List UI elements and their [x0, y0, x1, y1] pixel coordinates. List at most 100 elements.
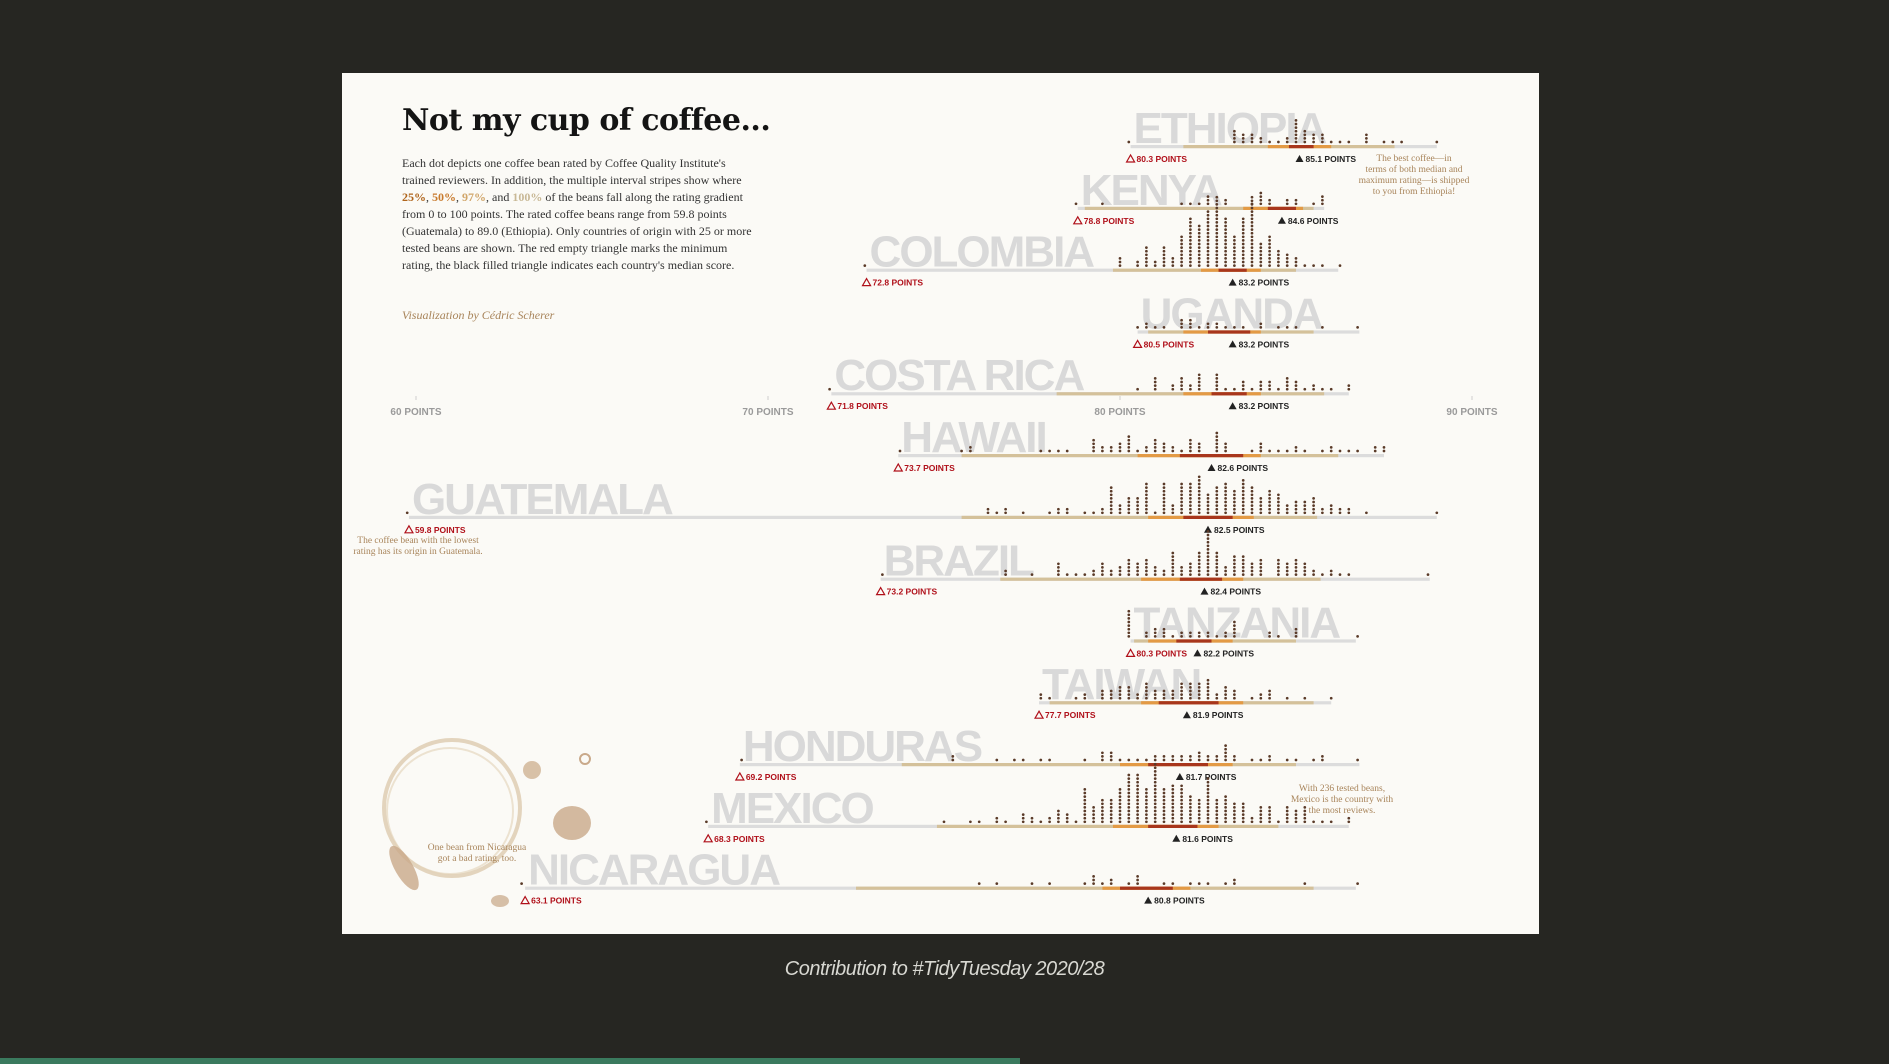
- bean-dot: [1136, 875, 1139, 878]
- bean-dot: [1215, 813, 1219, 816]
- median-marker: [1182, 711, 1191, 719]
- annotation-ethiopia: The best coffee—in terms of both median a…: [1359, 153, 1470, 197]
- bean-dot: [1224, 744, 1227, 747]
- bean-dot: [1145, 689, 1148, 693]
- bean-dot: [1365, 140, 1368, 144]
- bean-dot: [1136, 562, 1139, 566]
- bean-dot: [1303, 507, 1307, 511]
- bean-dot: [1162, 511, 1166, 515]
- bean-dot: [1127, 696, 1131, 700]
- bean-dot: [1197, 380, 1201, 384]
- chart-description: Each dot depicts one coffee bean rated b…: [402, 155, 752, 274]
- bean-dot: [1127, 773, 1131, 777]
- bean-dot: [1109, 758, 1113, 762]
- bean-dot: [1206, 231, 1210, 235]
- bean-dot: [1250, 573, 1254, 576]
- bean-dot: [1206, 693, 1210, 696]
- bean-dot: [1197, 235, 1201, 239]
- stripe-25: [1148, 824, 1198, 828]
- bean-dot: [1092, 816, 1095, 820]
- bean-dot: [1285, 260, 1289, 264]
- bean-dot: [1189, 813, 1192, 816]
- chart-panel: Not my cup of coffee... Each dot depicts…: [342, 73, 1539, 934]
- bean-dot: [1224, 239, 1227, 242]
- bean-dot: [1189, 573, 1192, 576]
- bean-dot: [1329, 446, 1333, 449]
- bean-dot: [1092, 809, 1095, 813]
- bean-dot: [1162, 486, 1166, 489]
- bean-dot: [1197, 635, 1201, 638]
- bean-dot: [1083, 806, 1087, 809]
- bean-dot: [1303, 140, 1307, 144]
- bean-dot: [1153, 820, 1157, 824]
- bean-dot: [1215, 249, 1219, 253]
- bean-dot: [1285, 511, 1289, 515]
- bean-dot: [1347, 507, 1351, 511]
- bean-dot: [1109, 689, 1113, 693]
- bean-dot: [1215, 217, 1219, 221]
- bean-dot: [1145, 631, 1148, 635]
- bean-dot: [1189, 504, 1192, 507]
- bean-dot: [520, 882, 523, 885]
- bean-dot: [1065, 816, 1069, 820]
- bean-dot: [1268, 257, 1271, 260]
- bean-dot: [1101, 758, 1104, 762]
- bean-dot: [1189, 569, 1192, 573]
- bean-dot: [1197, 446, 1201, 449]
- bean-dot: [1101, 573, 1104, 576]
- bean-dot: [1215, 809, 1219, 813]
- bean-dot: [1268, 504, 1271, 507]
- bean-dot: [1162, 253, 1166, 257]
- bean-dot: [1294, 635, 1298, 638]
- bean-dot: [1127, 627, 1131, 631]
- bean-dot: [1250, 511, 1254, 515]
- bean-dot: [1197, 809, 1201, 813]
- min-label: 68.3 POINTS: [714, 834, 765, 844]
- bean-dot: [1294, 758, 1298, 762]
- bean-dot: [1233, 573, 1236, 576]
- bean-dot: [1321, 449, 1324, 453]
- bean-dot: [1180, 249, 1183, 253]
- bean-dot: [1189, 449, 1192, 453]
- bean-dot: [1215, 264, 1219, 267]
- bean-dot: [1206, 507, 1210, 511]
- bean-dot: [1145, 511, 1148, 515]
- bean-dot: [1189, 511, 1192, 515]
- bean-dot: [1127, 620, 1131, 624]
- bean-dot: [1321, 387, 1324, 391]
- bean-dot: [1101, 569, 1104, 573]
- bean-dot: [1136, 784, 1139, 788]
- bean-dot: [1233, 235, 1236, 239]
- bean-dot: [1233, 689, 1236, 693]
- bean-dot: [1197, 479, 1201, 482]
- bean-dot: [1215, 199, 1219, 203]
- caption: Contribution to #TidyTuesday 2020/28: [784, 958, 1105, 980]
- bean-dot: [1303, 882, 1307, 885]
- bean-dot: [1294, 449, 1298, 453]
- country-label: KENYA: [1081, 166, 1222, 215]
- bean-dot: [1109, 816, 1113, 820]
- bean-dot: [1083, 813, 1087, 816]
- bean-dot: [1127, 446, 1131, 449]
- bean-dot: [1180, 631, 1183, 635]
- bean-dot: [1206, 246, 1210, 249]
- bean-dot: [1101, 449, 1104, 453]
- bean-dot: [1268, 449, 1271, 453]
- bean-dot: [1162, 802, 1166, 806]
- bean-dot: [1356, 635, 1359, 638]
- bean-dot: [1206, 228, 1210, 231]
- bean-dot: [1277, 504, 1280, 507]
- bean-dot: [1294, 133, 1298, 137]
- stripe-25: [1218, 268, 1247, 272]
- stripe-25: [1183, 515, 1233, 519]
- bean-dot: [1171, 696, 1175, 700]
- bean-dot: [1347, 511, 1351, 515]
- bean-dot: [1057, 816, 1060, 820]
- bean-dot: [1048, 816, 1051, 820]
- bean-dot: [1127, 813, 1131, 816]
- bean-dot: [960, 449, 963, 453]
- bean-dot: [1206, 813, 1210, 816]
- bean-dot: [1127, 809, 1131, 813]
- bean-dot: [1224, 249, 1227, 253]
